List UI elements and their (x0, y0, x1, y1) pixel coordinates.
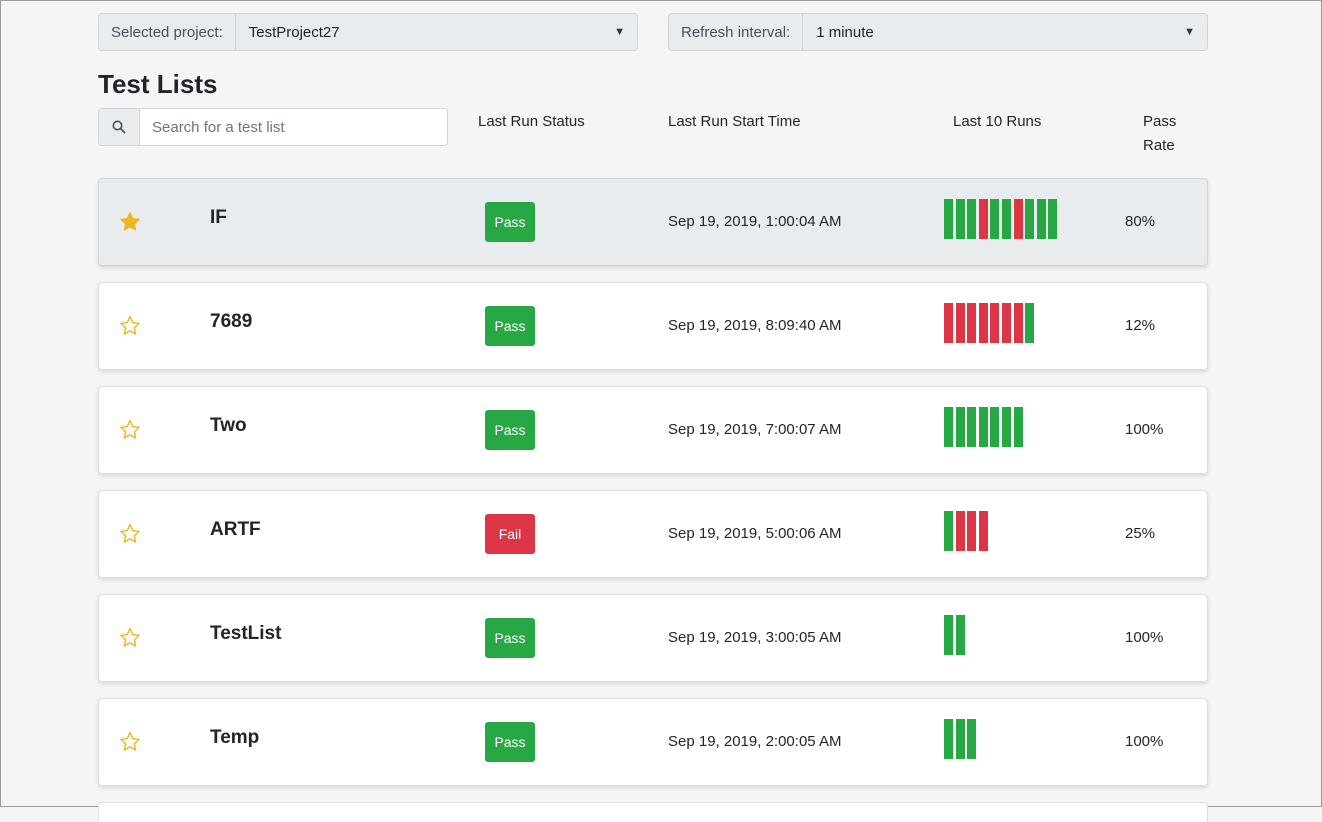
test-list-row[interactable]: ARTF Fail Sep 19, 2019, 5:00:06 AM 25% (98, 490, 1208, 578)
run-bar-pass[interactable] (944, 615, 953, 655)
run-bar-fail[interactable] (944, 303, 953, 343)
column-header-last-runs: Last 10 Runs (953, 113, 1042, 130)
run-bar-fail[interactable] (955, 511, 965, 551)
last-run-start-time: Sep 19, 2019, 8:09:40 AM (668, 317, 842, 334)
status-badge: Pass (485, 306, 535, 346)
run-bar-pass[interactable] (967, 199, 977, 239)
last-run-start-time: Sep 19, 2019, 2:00:05 AM (668, 733, 842, 750)
test-list-name[interactable]: IF (210, 207, 227, 228)
star-outline-icon[interactable] (119, 731, 141, 753)
run-bar-pass[interactable] (1025, 303, 1035, 343)
test-list-row[interactable]: Temp Pass Sep 19, 2019, 2:00:05 AM 100% (98, 698, 1208, 786)
page-title: Test Lists (98, 69, 218, 99)
column-header-pass-rate: Pass Rate (1143, 113, 1177, 154)
status-badge: Fail (485, 514, 535, 554)
last-run-start-time: Sep 19, 2019, 3:00:05 AM (668, 629, 842, 646)
run-bar-fail[interactable] (955, 303, 965, 343)
run-bar-pass[interactable] (1025, 199, 1035, 239)
pass-rate: 100% (1125, 629, 1164, 646)
star-outline-icon[interactable] (119, 419, 141, 441)
run-bar-fail[interactable] (978, 303, 988, 343)
test-list-name[interactable]: TestList (210, 623, 282, 644)
run-bar-fail[interactable] (967, 303, 977, 343)
run-bar-pass[interactable] (967, 719, 977, 759)
run-bar-pass[interactable] (955, 719, 965, 759)
run-bar-pass[interactable] (990, 407, 1000, 447)
star-outline-icon[interactable] (119, 523, 141, 545)
run-bar-fail[interactable] (967, 511, 977, 551)
search-box (98, 108, 448, 146)
last-run-start-time: Sep 19, 2019, 5:00:06 AM (668, 525, 842, 542)
last-runs-chart (944, 615, 967, 655)
project-select-label: Selected project: (99, 14, 236, 50)
last-runs-chart (944, 719, 979, 759)
test-list-name[interactable]: ARTF (210, 519, 261, 540)
search-icon (99, 109, 140, 145)
pass-rate: 100% (1125, 421, 1164, 438)
test-list-name[interactable]: Temp (210, 727, 260, 748)
test-list-row[interactable] (98, 802, 1208, 822)
test-list-row[interactable]: 7689 Pass Sep 19, 2019, 8:09:40 AM 12% (98, 282, 1208, 370)
run-bar-pass[interactable] (944, 719, 953, 759)
last-runs-chart (944, 303, 1037, 343)
run-bar-fail[interactable] (978, 511, 988, 551)
dashboard: Selected project: TestProject27 ▼ Refres… (98, 13, 1208, 822)
star-outline-icon[interactable] (119, 627, 141, 649)
status-badge: Pass (485, 722, 535, 762)
last-runs-chart (944, 511, 990, 551)
search-input[interactable] (140, 109, 447, 145)
status-badge: Pass (485, 618, 535, 658)
filter-bar: Selected project: TestProject27 ▼ Refres… (98, 13, 1208, 51)
run-bar-pass[interactable] (944, 199, 953, 239)
pass-rate: 80% (1125, 213, 1156, 230)
test-list-row[interactable]: IF Pass Sep 19, 2019, 1:00:04 AM 80% (98, 178, 1208, 266)
last-run-start-time: Sep 19, 2019, 1:00:04 AM (668, 213, 842, 230)
refresh-interval-select[interactable]: Refresh interval: 1 minute ▼ (668, 13, 1208, 51)
column-header-status: Last Run Status (478, 113, 585, 130)
status-badge: Pass (485, 410, 535, 450)
run-bar-pass[interactable] (1001, 199, 1011, 239)
run-bar-pass[interactable] (944, 407, 953, 447)
run-bar-pass[interactable] (1036, 199, 1046, 239)
run-bar-fail[interactable] (1013, 199, 1023, 239)
run-bar-fail[interactable] (990, 303, 1000, 343)
run-bar-pass[interactable] (990, 199, 1000, 239)
test-list-rows: IF Pass Sep 19, 2019, 1:00:04 AM 80% 7689 Pas… (98, 178, 1208, 822)
pass-rate: 100% (1125, 733, 1164, 750)
pass-rate: 25% (1125, 525, 1156, 542)
test-list-row[interactable]: TestList Pass Sep 19, 2019, 3:00:05 AM 100% (98, 594, 1208, 682)
run-bar-pass[interactable] (955, 615, 965, 655)
run-bar-pass[interactable] (978, 407, 988, 447)
caret-down-icon: ▼ (1184, 26, 1195, 38)
run-bar-fail[interactable] (1001, 303, 1011, 343)
run-bar-pass[interactable] (944, 511, 953, 551)
project-select-value: TestProject27 (248, 23, 340, 41)
last-runs-chart (944, 199, 1060, 239)
refresh-select-value-box[interactable]: 1 minute ▼ (803, 14, 1207, 50)
refresh-select-value: 1 minute (816, 23, 874, 41)
test-list-row[interactable]: Two Pass Sep 19, 2019, 7:00:07 AM 100% (98, 386, 1208, 474)
pass-rate: 12% (1125, 317, 1156, 334)
run-bar-fail[interactable] (978, 199, 988, 239)
run-bar-pass[interactable] (1013, 407, 1023, 447)
caret-down-icon: ▼ (614, 26, 625, 38)
column-header-start-time: Last Run Start Time (668, 113, 801, 130)
run-bar-pass[interactable] (967, 407, 977, 447)
star-outline-icon[interactable] (119, 315, 141, 337)
run-bar-pass[interactable] (1048, 199, 1058, 239)
run-bar-fail[interactable] (1013, 303, 1023, 343)
test-list-name[interactable]: Two (210, 415, 247, 436)
run-bar-pass[interactable] (1001, 407, 1011, 447)
last-runs-chart (944, 407, 1025, 447)
run-bar-pass[interactable] (955, 407, 965, 447)
test-list-name[interactable]: 7689 (210, 311, 253, 332)
project-select[interactable]: Selected project: TestProject27 ▼ (98, 13, 638, 51)
status-badge: Pass (485, 202, 535, 242)
refresh-select-label: Refresh interval: (669, 14, 804, 50)
project-select-value-box[interactable]: TestProject27 ▼ (235, 14, 637, 50)
run-bar-pass[interactable] (955, 199, 965, 239)
last-run-start-time: Sep 19, 2019, 7:00:07 AM (668, 421, 842, 438)
star-filled-icon[interactable] (119, 211, 141, 233)
